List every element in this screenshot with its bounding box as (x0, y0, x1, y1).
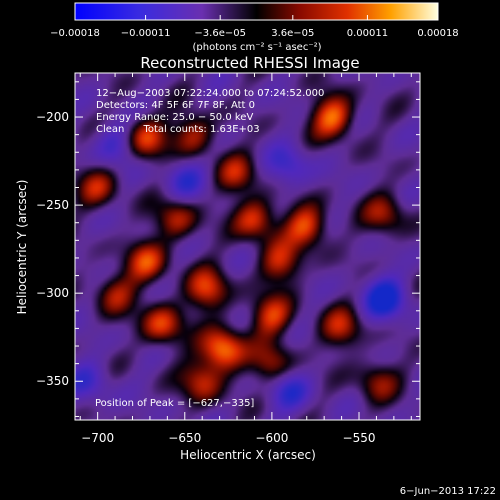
peak-position-annotation: Position of Peak = [−627,−335] (95, 398, 254, 409)
method-counts-annotation: Clean Total counts: 1.63E+03 (96, 124, 260, 135)
colorbar-tick-label: −0.00011 (121, 28, 171, 39)
footer-date: 6−Jun−2013 17:22 (400, 486, 496, 497)
x-tick-label: −700 (81, 431, 114, 445)
x-tick-label: −550 (343, 431, 376, 445)
y-tick-label: −350 (36, 374, 69, 388)
y-tick-label: −300 (36, 286, 69, 300)
y-tick-label: −250 (36, 198, 69, 212)
y-axis-label: Heliocentric Y (arcsec) (15, 180, 29, 315)
colorbar-tick-label: −3.6e−05 (194, 28, 246, 39)
energy-range-annotation: Energy Range: 25.0 − 50.0 keV (96, 112, 253, 123)
y-tick-label: −200 (36, 110, 69, 124)
colorbar-tick-label: 3.6e−05 (271, 28, 314, 39)
colorbar-ticks: −0.00018 −0.00011 −3.6e−05 3.6e−05 0.00011 0.… (50, 15, 459, 39)
colorbar-tick-label: 0.00018 (417, 28, 458, 39)
colorbar (74, 2, 439, 21)
colorbar-tick-label: −0.00018 (50, 28, 100, 39)
x-tick-label: −650 (168, 431, 201, 445)
chart-title: Reconstructed RHESSI Image (140, 54, 359, 72)
time-range-annotation: 12−Aug−2003 07:22:24.000 to 07:24:52.000 (96, 88, 324, 99)
heatmap-image (75, 73, 420, 420)
x-tick-label: −600 (255, 431, 288, 445)
colorbar-tick-label: 0.00011 (347, 28, 388, 39)
plot-frame (74, 72, 421, 421)
plot-border (74, 72, 421, 421)
axis-ticks: −700 −650 −600 −550 −200 −250 −300 −350 (36, 73, 420, 445)
x-axis-label: Heliocentric X (arcsec) (180, 448, 316, 462)
detectors-annotation: Detectors: 4F 5F 6F 7F 8F, Att 0 (96, 100, 255, 111)
colorbar-units-label: (photons cm⁻² s⁻¹ asec⁻²) (192, 42, 321, 53)
